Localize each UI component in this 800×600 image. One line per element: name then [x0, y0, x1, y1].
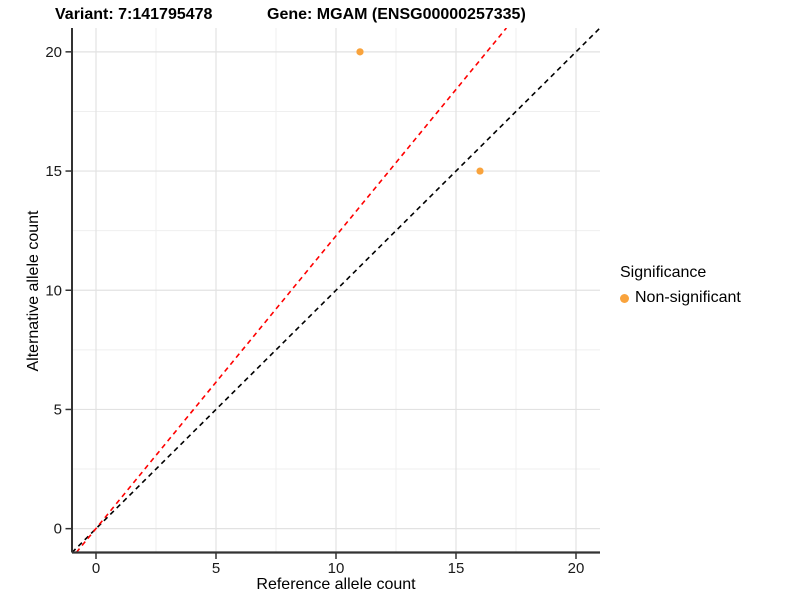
y-tick-label: 10	[45, 282, 62, 299]
legend-item: Non-significant	[620, 289, 741, 307]
x-tick-label: 15	[448, 560, 465, 577]
y-axis-title: Alternative allele count	[25, 210, 42, 372]
legend-title: Significance	[620, 264, 707, 281]
legend-item-label: Non-significant	[635, 289, 741, 306]
legend-items: Non-significant	[620, 289, 741, 307]
y-tick-label: 15	[45, 163, 62, 180]
data-point	[476, 167, 484, 175]
variant-title: Variant: 7:141795478	[55, 6, 213, 23]
gene-title: Gene: MGAM (ENSG00000257335)	[267, 6, 526, 23]
x-axis-title: Reference allele count	[256, 576, 416, 593]
x-tick-label: 5	[212, 560, 220, 577]
identity-line	[72, 28, 600, 553]
y-tick-label: 0	[54, 521, 62, 538]
x-tick-label: 0	[92, 560, 100, 577]
y-tick-label: 20	[45, 44, 62, 61]
legend-key-dot	[620, 293, 629, 303]
legend: Significance Non-significant	[620, 264, 741, 307]
plot-title: Variant: 7:141795478 Gene: MGAM (ENSG000…	[0, 6, 800, 26]
data-point	[356, 48, 364, 56]
y-tick-label: 5	[54, 401, 62, 418]
x-tick-label: 20	[568, 560, 585, 577]
x-tick-label: 10	[328, 560, 345, 577]
